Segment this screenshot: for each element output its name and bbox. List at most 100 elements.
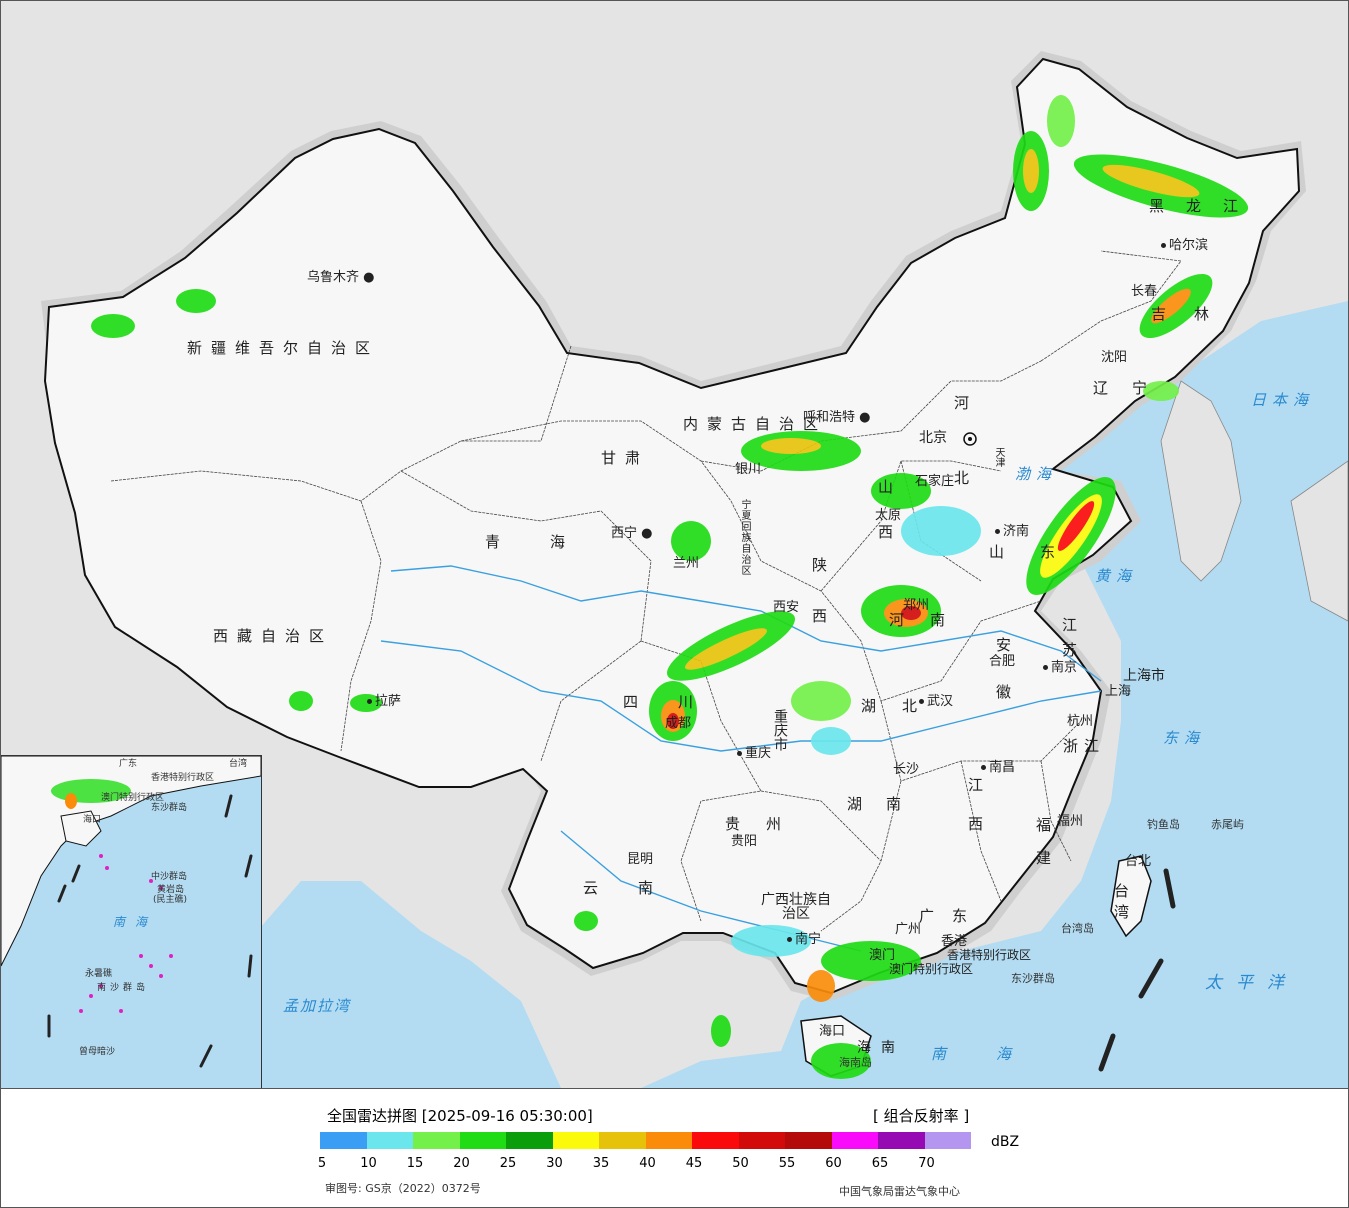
province-label-hebei: 河北 <box>952 395 970 545</box>
scale-tick-label: 15 <box>406 1156 424 1171</box>
inset-dongsha: 东沙群岛 <box>151 803 188 813</box>
inset-zengmu: 曾母暗沙 <box>79 1047 116 1057</box>
city-taipei: 台北 <box>1125 854 1152 869</box>
inset-zhongsha: 中沙群岛 <box>151 872 188 882</box>
color-swatch-10 <box>785 1132 832 1149</box>
scale-tick-label: 65 <box>871 1156 889 1171</box>
province-label-heilongjiang: 黑龙江 <box>1149 197 1261 215</box>
issuing-agency: 中国气象局雷达气象中心 <box>839 1185 960 1198</box>
island-dongsha: 东沙群岛 <box>1011 972 1055 985</box>
scale-tick-label: 20 <box>453 1156 470 1171</box>
province-label-liaoning: 辽宁 <box>1093 379 1172 397</box>
province-label-neimenggu: 内蒙古自治区 <box>683 415 828 433</box>
color-swatch-6 <box>599 1132 646 1149</box>
province-label-beijing: 北京 <box>919 430 947 446</box>
inset-nanhai: 南海 <box>113 915 158 929</box>
city-xining: 西宁 ● <box>611 526 653 541</box>
inset-macao: 澳门特别行政区 <box>101 793 165 803</box>
province-label-qinghai: 青海 <box>485 533 616 551</box>
province-label-taiwan: 台湾 <box>1112 883 1130 925</box>
city-yinchuan: 银川 <box>735 462 762 477</box>
inset-taiwan: 台湾 <box>229 759 248 769</box>
city-shijiazhuang: 石家庄 <box>915 474 955 489</box>
city-zhengzhou: 郑州 <box>903 598 930 613</box>
color-swatch-13 <box>924 1132 971 1149</box>
color-swatch-8 <box>692 1132 739 1149</box>
city-urumqi: 乌鲁木齐 ● <box>307 270 375 285</box>
sea-label-bengal: 孟加拉湾 <box>283 997 352 1015</box>
province-label-sichuan: 四川 <box>623 693 734 711</box>
scale-tick-label: 50 <box>732 1156 749 1171</box>
scale-tick-label: 40 <box>639 1156 656 1171</box>
product-name: [ 组合反射率 ] <box>873 1107 970 1125</box>
scale-tick-label: 35 <box>592 1156 610 1171</box>
city-changsha: 长沙 <box>893 762 920 777</box>
island-chiwei: 赤尾屿 <box>1211 818 1244 831</box>
city-chengdu: 成都 <box>665 716 692 731</box>
map-title: 全国雷达拼图 [2025-09-16 05:30:00] <box>327 1107 593 1125</box>
color-swatch-9 <box>738 1132 785 1149</box>
province-label-guizhou: 贵州 <box>725 815 808 833</box>
province-label-guangxi: 广西壮族自治区 <box>761 892 831 922</box>
city-chongqing: 重庆 <box>737 747 771 760</box>
scale-tick-label: 45 <box>685 1156 703 1171</box>
color-swatch-5 <box>552 1132 599 1149</box>
color-swatch-12 <box>878 1132 925 1149</box>
province-label-macao: 澳门特别行政区 <box>889 962 974 976</box>
inset-hongkong: 香港特别行政区 <box>151 773 215 783</box>
scale-tick-label: 5 <box>317 1156 327 1171</box>
scale-tick-label: 25 <box>499 1156 517 1171</box>
province-label-xinjiang: 新疆维吾尔自治区 <box>187 339 380 357</box>
city-wuhan: 武汉 <box>919 695 953 708</box>
province-label-hongkong: 香港特别行政区 <box>947 948 1032 962</box>
inset-yongshu: 永暑礁 <box>85 969 113 979</box>
province-label-shaanxi: 陕西 <box>810 557 828 659</box>
scale-tick-label: 60 <box>825 1156 842 1171</box>
sea-label-bohai: 渤海 <box>1015 465 1058 483</box>
province-label-yunnan: 云南 <box>583 879 694 897</box>
city-taiyuan: 太原 <box>875 508 902 523</box>
inset-huangyan: 黄岩岛 <box>157 885 185 895</box>
city-nanchang: 南昌 <box>981 761 1015 774</box>
color-swatch-3 <box>459 1132 506 1149</box>
city-nanjing: 南京 <box>1043 661 1077 674</box>
scale-tick-label: 55 <box>778 1156 796 1171</box>
province-label-fujian: 福建 <box>1034 817 1052 883</box>
scale-tick-label: 70 <box>918 1156 935 1171</box>
province-label-jiangsu: 江苏 <box>1060 617 1078 667</box>
inset-haikou: 海口 <box>83 815 102 825</box>
province-label-hubei: 湖北 <box>861 697 944 715</box>
city-lanzhou: 兰州 <box>673 556 700 571</box>
inset-minzhu: (民主礁) <box>153 895 188 905</box>
city-guangzhou: 广州 <box>895 922 922 937</box>
province-label-zhejiang: 浙江 <box>1063 737 1106 755</box>
inset-graphics <box>1 756 261 1068</box>
city-changchun: 长春 <box>1131 284 1158 299</box>
city-macao: 澳门 <box>869 948 896 963</box>
city-harbin: 哈尔滨 <box>1161 239 1208 252</box>
province-label-henan: 河南 <box>889 611 972 629</box>
province-label-chongqing: 重庆市 <box>772 709 788 751</box>
province-label-jilin: 吉林 <box>1151 305 1238 323</box>
city-fuzhou: 福州 <box>1057 814 1084 829</box>
city-xian: 西安 <box>773 600 800 615</box>
color-scale-bar <box>320 1132 971 1149</box>
island-taiwan: 台湾岛 <box>1061 922 1094 935</box>
province-label-anhui: 安徽 <box>994 637 1012 731</box>
legend-panel: 全国雷达拼图 [2025-09-16 05:30:00] [ 组合反射率 ] d… <box>1 1089 1348 1207</box>
sea-label-donghai: 东海 <box>1163 729 1206 747</box>
map-approval-number: 审图号: GS京（2022）0372号 <box>325 1182 481 1195</box>
color-swatch-7 <box>645 1132 692 1149</box>
city-guiyang: 贵阳 <box>731 834 758 849</box>
province-label-hunan: 湖南 <box>847 795 926 813</box>
province-label-tianjin: 天津 <box>993 447 1004 467</box>
city-shenyang: 沈阳 <box>1101 350 1128 365</box>
unit-label: dBZ <box>991 1134 1020 1150</box>
color-swatch-2 <box>413 1132 460 1149</box>
city-nanning: 南宁 <box>787 933 821 946</box>
island-diaoyu: 钓鱼岛 <box>1147 818 1180 831</box>
province-label-guangdong: 广东 <box>919 907 986 925</box>
province-label-hainan: 海南 <box>857 1040 905 1056</box>
island-hainan: 海南岛 <box>839 1056 872 1069</box>
